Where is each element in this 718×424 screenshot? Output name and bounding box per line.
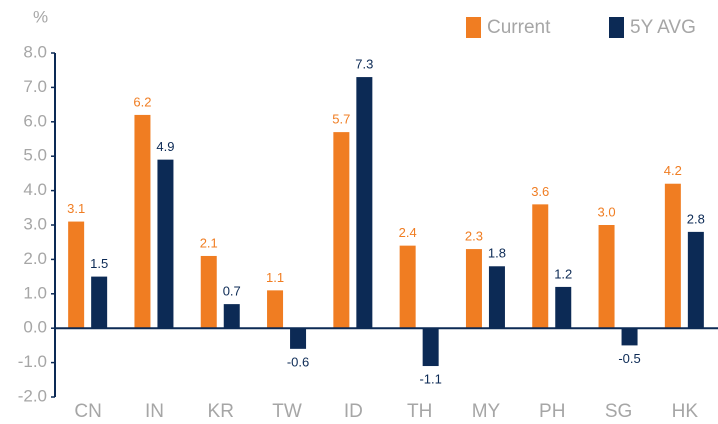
value-label: 0.7	[223, 284, 241, 299]
y-tick-label: -1.0	[18, 352, 47, 371]
value-label: 6.2	[133, 94, 151, 109]
value-label: 3.1	[67, 201, 85, 216]
value-label: 3.0	[598, 204, 616, 219]
value-label: 4.9	[156, 139, 174, 154]
value-label: 1.5	[90, 256, 108, 271]
value-label: 2.3	[465, 229, 483, 244]
bar	[91, 276, 108, 329]
x-tick-label: PH	[539, 401, 565, 422]
x-tick-label: TW	[272, 401, 302, 422]
x-tick-label: HK	[672, 401, 699, 422]
x-tick-label: CN	[74, 401, 101, 422]
legend-swatch	[609, 17, 624, 38]
x-tick-label: SG	[605, 401, 632, 422]
bar	[664, 183, 681, 329]
value-label: 2.1	[200, 235, 218, 250]
legend-swatch	[466, 17, 481, 38]
value-label: 1.2	[554, 266, 572, 281]
bar	[157, 159, 174, 329]
x-tick-label: IN	[145, 401, 164, 422]
bar	[399, 245, 416, 329]
y-tick-label: 5.0	[23, 146, 47, 165]
bar	[488, 266, 505, 329]
y-tick-label: 1.0	[23, 283, 47, 302]
value-label: 4.2	[664, 163, 682, 178]
bar	[290, 328, 307, 349]
bar	[333, 132, 350, 329]
value-label: 3.6	[531, 184, 549, 199]
y-tick-label: 4.0	[23, 180, 47, 199]
value-label: 1.1	[266, 270, 284, 285]
x-tick-label: KR	[208, 401, 234, 422]
bar	[422, 328, 439, 367]
y-tick-label: 6.0	[23, 111, 47, 130]
y-tick-label: 3.0	[23, 214, 47, 233]
value-label: 5.7	[332, 112, 350, 127]
value-label: 2.8	[687, 211, 705, 226]
y-tick-label: 2.0	[23, 249, 47, 268]
value-label: -0.6	[287, 354, 309, 369]
bar	[687, 231, 704, 329]
x-tick-label: ID	[344, 401, 363, 422]
bar	[555, 286, 572, 329]
x-tick-label: TH	[407, 401, 432, 422]
y-tick-label: 8.0	[23, 42, 47, 61]
bar	[134, 114, 151, 329]
value-label: -1.1	[419, 371, 441, 386]
y-tick-label: -2.0	[18, 386, 47, 405]
value-label: -0.5	[618, 351, 640, 366]
bar	[621, 328, 638, 346]
y-axis-label: %	[33, 7, 48, 26]
value-label: 7.3	[355, 57, 373, 72]
bar	[200, 255, 217, 329]
legend-label: 5Y AVG	[630, 17, 696, 38]
y-tick-label: 0.0	[23, 318, 47, 337]
bar	[532, 204, 549, 329]
x-tick-label: MY	[472, 401, 501, 422]
value-label: 1.8	[488, 246, 506, 261]
bar	[267, 290, 284, 329]
y-tick-label: 7.0	[23, 77, 47, 96]
bar	[223, 304, 240, 329]
bar	[598, 225, 615, 329]
legend-label: Current	[487, 17, 551, 38]
value-label: 2.4	[399, 225, 417, 240]
bar	[68, 221, 85, 329]
bar	[465, 249, 482, 329]
bar	[356, 77, 373, 329]
